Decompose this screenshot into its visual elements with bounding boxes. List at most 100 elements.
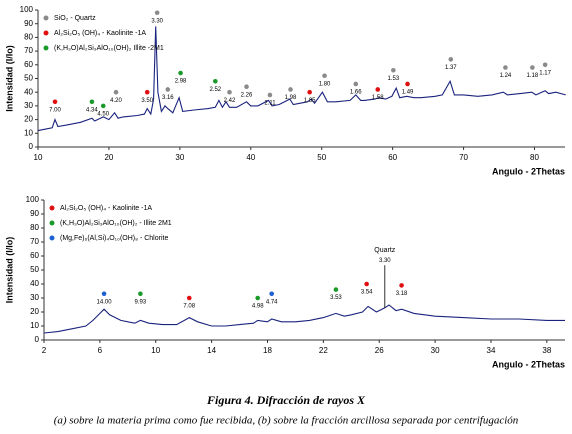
x-tick-label: 14 xyxy=(207,346,216,355)
y-tick-label: 40 xyxy=(24,87,33,96)
legend-marker xyxy=(43,45,49,51)
y-tick-label: 20 xyxy=(24,115,33,124)
peak-marker xyxy=(178,70,183,76)
peak-label: 3.50 xyxy=(141,98,153,104)
peak-marker xyxy=(255,295,261,301)
y-axis-label: Intensidad (I/Io) xyxy=(4,237,14,304)
y-tick-label: 60 xyxy=(30,251,39,260)
peak-marker xyxy=(364,281,369,287)
peak-marker xyxy=(288,87,293,92)
legend-marker xyxy=(49,205,55,211)
caption-title: Figura 4. Difracción de rayos X xyxy=(206,393,366,407)
peak-marker xyxy=(405,81,410,87)
peak-marker xyxy=(101,291,107,297)
x-tick-label: 22 xyxy=(319,346,328,355)
y-tick-label: 90 xyxy=(24,19,33,28)
y-tick-label: 40 xyxy=(30,279,39,288)
peak-label: 1.17 xyxy=(539,70,551,76)
x-tick-label: 30 xyxy=(431,346,440,355)
peak-label: 1.18 xyxy=(527,73,539,79)
y-tick-label: 0 xyxy=(35,335,40,344)
peak-marker xyxy=(530,65,535,70)
x-axis-label: Angulo - 2Thetas xyxy=(492,359,565,369)
y-tick-label: 10 xyxy=(30,321,39,330)
peak-marker xyxy=(353,81,359,87)
peak-marker xyxy=(322,73,327,79)
peak-marker xyxy=(448,57,454,62)
peak-label: 1.58 xyxy=(372,95,384,101)
peak-label: 4.98 xyxy=(252,304,264,310)
y-tick-label: 0 xyxy=(29,142,34,151)
x-tick-label: 70 xyxy=(459,153,468,162)
legend-marker xyxy=(43,15,49,21)
peak-label: 4.74 xyxy=(266,299,278,305)
x-tick-label: 2 xyxy=(42,346,47,355)
peak-label: 14.00 xyxy=(97,299,113,305)
peak-marker xyxy=(138,291,143,297)
peak-label: 1.80 xyxy=(319,81,331,87)
x-tick-label: 60 xyxy=(388,153,397,162)
x-tick-label: 10 xyxy=(34,153,43,162)
peak-label: 2.98 xyxy=(175,79,187,85)
peak-label: 2.52 xyxy=(209,87,221,93)
y-tick-label: 20 xyxy=(30,307,39,316)
peak-marker xyxy=(503,65,508,70)
xrd-pattern xyxy=(43,304,565,334)
annotation-label: 3.30 xyxy=(379,258,391,264)
y-tick-label: 30 xyxy=(24,101,33,110)
peak-label: 1.66 xyxy=(350,90,362,96)
peak-marker xyxy=(165,87,171,92)
legend-label: (K,H₃O)Al₂Si₃AlO₁₀(OH)₂ Illite -2M1 xyxy=(54,45,164,52)
peak-label: 4.50 xyxy=(97,111,109,117)
legend-label: (Mg,Fe)₆(Al,Si)₄O₁₀(OH)₈ - Chlorite xyxy=(60,235,168,242)
x-tick-label: 26 xyxy=(375,346,384,355)
y-tick-label: 10 xyxy=(24,128,33,137)
xrd-pattern xyxy=(37,26,566,132)
peak-marker xyxy=(113,89,119,95)
peak-label: 7.08 xyxy=(183,304,195,310)
y-tick-label: 50 xyxy=(24,74,33,83)
peak-marker xyxy=(391,67,396,73)
y-tick-label: 50 xyxy=(30,265,39,274)
peak-label: 1.98 xyxy=(285,95,297,101)
legend-label: (K,H₃O)Al₂Si₃AlO₁₀(OH)₂ - Illite 2M1 xyxy=(60,220,172,227)
peak-label: 3.54 xyxy=(361,290,373,296)
peak-label: 3.16 xyxy=(162,95,174,101)
y-tick-label: 30 xyxy=(30,293,39,302)
y-tick-label: 70 xyxy=(24,46,33,55)
peak-marker xyxy=(244,84,249,90)
peak-marker xyxy=(375,87,381,92)
peak-marker xyxy=(213,78,218,84)
peak-marker xyxy=(186,295,192,301)
y-tick-label: 100 xyxy=(26,195,40,204)
peak-label: 1.37 xyxy=(445,65,457,71)
peak-label: 1.49 xyxy=(402,90,414,96)
y-tick-label: 80 xyxy=(30,223,39,232)
peak-marker xyxy=(227,89,232,95)
peak-marker xyxy=(52,99,58,105)
legend-marker xyxy=(49,220,55,226)
y-tick-label: 60 xyxy=(24,60,33,69)
annotation-title: Quartz xyxy=(374,247,396,254)
y-tick-label: 70 xyxy=(30,237,39,246)
peak-marker xyxy=(333,287,339,292)
x-tick-label: 6 xyxy=(98,346,103,355)
peak-label: 1.53 xyxy=(388,76,400,82)
peak-marker xyxy=(399,283,404,288)
legend-marker xyxy=(49,235,55,241)
x-tick-label: 40 xyxy=(246,153,255,162)
peak-label: 1.24 xyxy=(500,73,512,79)
caption-text: (a) sobre la materia prima como fue reci… xyxy=(54,415,519,427)
peak-label: 2.42 xyxy=(224,98,236,104)
y-tick-label: 90 xyxy=(30,209,39,218)
legend-label: SiO₂ - Quartz xyxy=(54,15,96,22)
y-axis-label: Intensidad (I/Io) xyxy=(4,45,14,112)
x-tick-label: 50 xyxy=(317,153,326,162)
peak-label: 3.53 xyxy=(330,295,342,301)
peak-label: 4.34 xyxy=(86,107,98,113)
x-tick-label: 34 xyxy=(487,346,496,355)
x-tick-label: 38 xyxy=(542,346,551,355)
peak-marker xyxy=(269,291,274,297)
peak-marker xyxy=(542,62,548,68)
